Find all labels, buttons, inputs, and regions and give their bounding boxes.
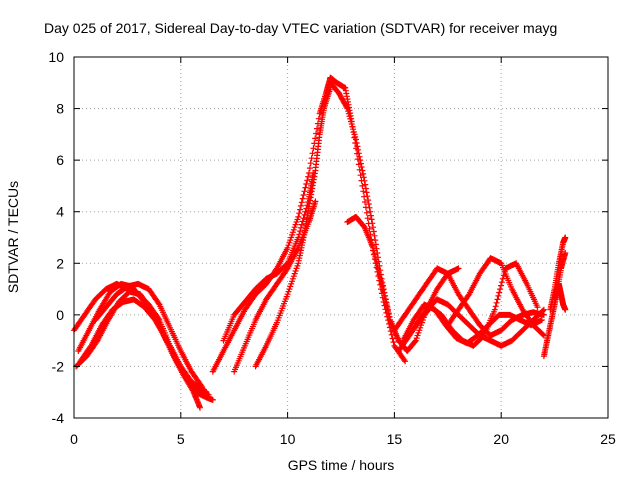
- data-points: [71, 74, 569, 411]
- series-track-4: [77, 296, 212, 398]
- x-axis-label: GPS time / hours: [288, 457, 395, 473]
- plus-markers: [92, 280, 206, 391]
- x-tick-label: 20: [493, 431, 509, 447]
- plot-frame: [73, 56, 609, 419]
- plus-markers: [231, 198, 319, 375]
- x-tick-label: 25: [600, 431, 616, 447]
- grid: [74, 57, 608, 418]
- y-tick-label: -2: [52, 358, 65, 374]
- series-track-5: [92, 280, 206, 391]
- series-track-9: [252, 84, 334, 370]
- y-tick-label: 6: [56, 152, 64, 168]
- y-tick-label: 10: [48, 49, 64, 65]
- x-tick-label: 0: [70, 431, 78, 447]
- x-tick-label: 15: [387, 431, 403, 447]
- plus-markers: [551, 280, 569, 313]
- x-tick-label: 5: [177, 431, 185, 447]
- series-track-11: [344, 213, 462, 354]
- plus-markers: [220, 170, 317, 344]
- series-track-16: [444, 255, 547, 339]
- plus-markers: [252, 84, 334, 370]
- chart-title: Day 025 of 2017, Sidereal Day-to-day VTE…: [44, 20, 557, 36]
- y-tick-label: -4: [52, 410, 65, 426]
- y-tick-label: 0: [56, 307, 64, 323]
- y-tick-label: 2: [56, 255, 64, 271]
- series-track-7: [220, 170, 317, 344]
- x-tick-label: 10: [280, 431, 296, 447]
- y-tick-label: 4: [56, 204, 64, 220]
- series-track-8: [231, 198, 319, 375]
- plus-markers: [344, 213, 462, 354]
- plus-markers: [444, 255, 547, 339]
- series-track-19: [551, 280, 569, 313]
- axis-ticks: 0 5 10 15 20 25 -4 -2 0 2 4 6 8 10: [48, 49, 616, 447]
- plus-markers: [77, 296, 212, 398]
- y-axis-label: SDTVAR / TECUs: [5, 181, 21, 293]
- y-tick-label: 8: [56, 101, 64, 117]
